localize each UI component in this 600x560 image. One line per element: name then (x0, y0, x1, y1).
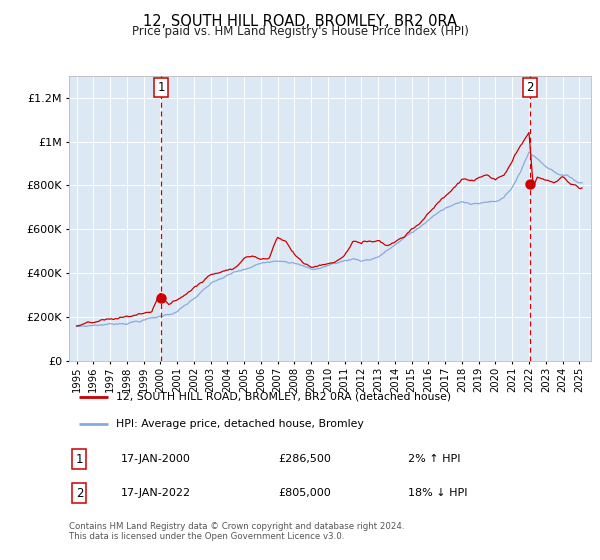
Text: HPI: Average price, detached house, Bromley: HPI: Average price, detached house, Brom… (116, 419, 364, 429)
Text: 2: 2 (526, 81, 533, 94)
Text: 17-JAN-2000: 17-JAN-2000 (121, 454, 191, 464)
Text: Contains HM Land Registry data © Crown copyright and database right 2024.
This d: Contains HM Land Registry data © Crown c… (69, 522, 404, 542)
Text: 17-JAN-2022: 17-JAN-2022 (121, 488, 191, 498)
Text: 18% ↓ HPI: 18% ↓ HPI (409, 488, 468, 498)
Text: 1: 1 (76, 452, 83, 465)
Text: 2% ↑ HPI: 2% ↑ HPI (409, 454, 461, 464)
Text: 1: 1 (157, 81, 165, 94)
Text: £805,000: £805,000 (278, 488, 331, 498)
Text: £286,500: £286,500 (278, 454, 331, 464)
Text: Price paid vs. HM Land Registry's House Price Index (HPI): Price paid vs. HM Land Registry's House … (131, 25, 469, 38)
Text: 12, SOUTH HILL ROAD, BROMLEY, BR2 0RA (detached house): 12, SOUTH HILL ROAD, BROMLEY, BR2 0RA (d… (116, 391, 451, 402)
Text: 2: 2 (76, 487, 83, 500)
Text: 12, SOUTH HILL ROAD, BROMLEY, BR2 0RA: 12, SOUTH HILL ROAD, BROMLEY, BR2 0RA (143, 14, 457, 29)
